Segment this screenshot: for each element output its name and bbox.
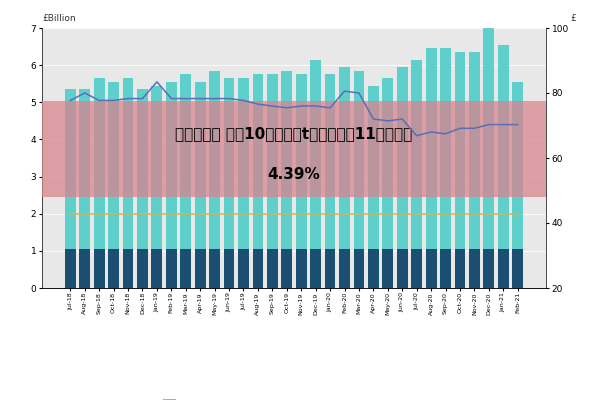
Bar: [195, 82, 206, 249]
Bar: [137, 249, 148, 288]
Bar: [382, 249, 393, 288]
Bar: [108, 82, 119, 249]
Bar: [425, 249, 437, 288]
Bar: [296, 74, 307, 249]
Bar: [253, 249, 263, 288]
Bar: [209, 249, 220, 288]
Bar: [166, 82, 177, 249]
Bar: [122, 78, 133, 249]
Text: £: £: [571, 14, 576, 23]
Bar: [137, 89, 148, 249]
Bar: [484, 249, 494, 288]
Bar: [122, 249, 133, 288]
Bar: [267, 74, 278, 249]
Bar: [325, 74, 335, 249]
Bar: [397, 249, 407, 288]
Bar: [411, 60, 422, 249]
Bar: [325, 249, 335, 288]
Bar: [238, 78, 249, 249]
Bar: [42, 101, 546, 197]
Bar: [498, 249, 509, 288]
Bar: [353, 249, 364, 288]
Bar: [353, 71, 364, 249]
Bar: [79, 249, 90, 288]
Bar: [339, 249, 350, 288]
Bar: [195, 249, 206, 288]
Bar: [209, 71, 220, 249]
Bar: [512, 249, 523, 288]
Bar: [310, 60, 321, 249]
Bar: [512, 82, 523, 249]
Bar: [267, 249, 278, 288]
Bar: [224, 249, 235, 288]
Bar: [181, 249, 191, 288]
Bar: [296, 249, 307, 288]
Bar: [151, 86, 163, 249]
Legend: Debit Cards (LHS), Credit Cards (LHS), Average Credit Card Expenditure (RHS), Av: Debit Cards (LHS), Credit Cards (LHS), A…: [160, 396, 428, 400]
Bar: [382, 78, 393, 249]
Bar: [108, 249, 119, 288]
Bar: [469, 52, 480, 249]
Bar: [368, 86, 379, 249]
Bar: [65, 89, 76, 249]
Text: £Billion: £Billion: [42, 14, 76, 23]
Bar: [411, 249, 422, 288]
Bar: [253, 74, 263, 249]
Bar: [224, 78, 235, 249]
Bar: [166, 249, 177, 288]
Bar: [94, 249, 104, 288]
Text: 4.39%: 4.39%: [268, 167, 320, 182]
Bar: [65, 249, 76, 288]
Bar: [310, 249, 321, 288]
Bar: [281, 249, 292, 288]
Bar: [469, 249, 480, 288]
Bar: [440, 48, 451, 249]
Text: 正规证券网 英国10年期国巫t收益率上涨11个基点至: 正规证券网 英国10年期国巫t收益率上涨11个基点至: [175, 126, 413, 141]
Bar: [181, 74, 191, 249]
Bar: [94, 78, 104, 249]
Bar: [397, 67, 407, 249]
Bar: [455, 52, 466, 249]
Bar: [238, 249, 249, 288]
Bar: [339, 67, 350, 249]
Bar: [440, 249, 451, 288]
Bar: [498, 45, 509, 249]
Bar: [151, 249, 163, 288]
Bar: [484, 8, 494, 249]
Bar: [79, 89, 90, 249]
Bar: [281, 71, 292, 249]
Bar: [455, 249, 466, 288]
Bar: [368, 249, 379, 288]
Bar: [425, 48, 437, 249]
